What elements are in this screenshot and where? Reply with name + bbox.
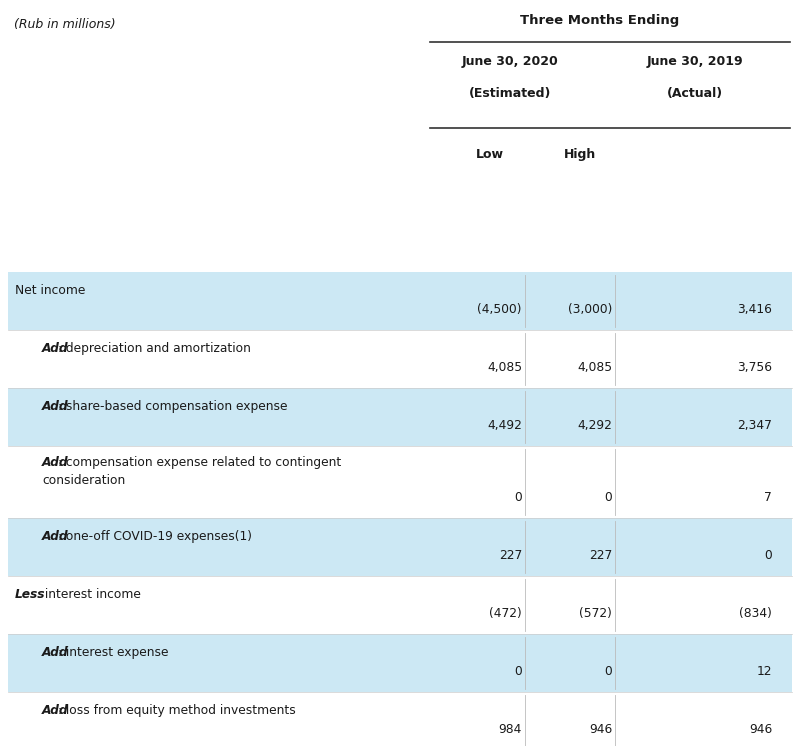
Text: : loss from equity method investments: : loss from equity method investments [58, 704, 296, 717]
Text: Add: Add [42, 400, 69, 413]
Text: 946: 946 [749, 723, 772, 736]
Text: : interest income: : interest income [37, 588, 141, 601]
Text: (572): (572) [579, 607, 612, 620]
Text: High: High [564, 148, 596, 161]
Text: 4,085: 4,085 [487, 361, 522, 374]
Text: (4,500): (4,500) [478, 303, 522, 316]
Text: 7: 7 [764, 491, 772, 504]
Text: Add: Add [42, 530, 69, 543]
Text: 2,347: 2,347 [737, 419, 772, 432]
Text: 984: 984 [498, 723, 522, 736]
Text: (472): (472) [490, 607, 522, 620]
Bar [8, 634, 792, 692]
Text: 4,492: 4,492 [487, 419, 522, 432]
Text: : share-based compensation expense: : share-based compensation expense [58, 400, 288, 413]
Text: Add: Add [42, 704, 69, 717]
Text: (Actual): (Actual) [667, 87, 723, 100]
Text: 12: 12 [757, 665, 772, 678]
Text: 227: 227 [498, 549, 522, 562]
Text: 946: 946 [589, 723, 612, 736]
Text: 0: 0 [764, 549, 772, 562]
Text: Add: Add [42, 646, 69, 659]
Text: : compensation expense related to contingent: : compensation expense related to contin… [58, 456, 342, 469]
Text: 227: 227 [589, 549, 612, 562]
Text: June 30, 2020: June 30, 2020 [462, 55, 558, 68]
Text: Add: Add [42, 456, 69, 469]
Text: : depreciation and amortization: : depreciation and amortization [58, 342, 251, 355]
Text: Low: Low [476, 148, 504, 161]
Bar [8, 388, 792, 446]
Text: Add: Add [42, 342, 69, 355]
Text: 3,756: 3,756 [737, 361, 772, 374]
Text: June 30, 2019: June 30, 2019 [646, 55, 743, 68]
Bar [8, 518, 792, 576]
Text: 4,085: 4,085 [577, 361, 612, 374]
Text: Three Months Ending: Three Months Ending [520, 14, 680, 27]
Text: 4,292: 4,292 [577, 419, 612, 432]
Text: : interest expense: : interest expense [58, 646, 169, 659]
Text: (Rub in millions): (Rub in millions) [14, 18, 116, 31]
Text: : one-off COVID-19 expenses(1): : one-off COVID-19 expenses(1) [58, 530, 253, 543]
Text: 0: 0 [604, 665, 612, 678]
Text: consideration: consideration [42, 474, 126, 487]
Text: (3,000): (3,000) [568, 303, 612, 316]
Text: (Estimated): (Estimated) [469, 87, 551, 100]
Text: Net income: Net income [15, 284, 86, 297]
Bar [8, 272, 792, 330]
Text: Less: Less [15, 588, 46, 601]
Text: 0: 0 [604, 491, 612, 504]
Text: 0: 0 [514, 665, 522, 678]
Text: 3,416: 3,416 [737, 303, 772, 316]
Text: 0: 0 [514, 491, 522, 504]
Text: (834): (834) [739, 607, 772, 620]
